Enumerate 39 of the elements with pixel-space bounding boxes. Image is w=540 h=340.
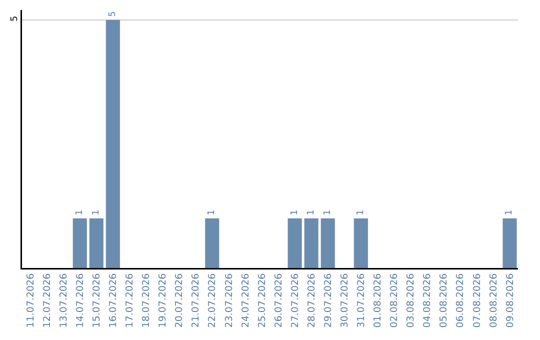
data-label: 1 xyxy=(306,210,316,216)
x-tick-label: 30.07.2026 xyxy=(339,273,350,328)
x-tick-label: 06.08.2026 xyxy=(455,273,466,328)
x-tick-label: 13.07.2026 xyxy=(58,273,70,328)
data-label: 1 xyxy=(322,210,333,216)
x-tick-label: 23.07.2026 xyxy=(224,273,235,328)
x-tick-label: 03.08.2026 xyxy=(406,273,417,328)
x-tick-label: 18.07.2026 xyxy=(141,273,152,328)
x-tick-label: 17.07.2026 xyxy=(124,273,136,328)
x-tick-label: 27.07.2026 xyxy=(290,273,301,328)
x-tick-label: 26.07.2026 xyxy=(273,273,284,328)
x-tick-label: 28.07.2026 xyxy=(306,273,318,328)
x-tick-label: 11.07.2026 xyxy=(25,273,36,328)
x-tick-label: 04.08.2026 xyxy=(422,273,434,328)
data-label: 1 xyxy=(91,210,102,216)
x-tick-label: 09.08.2026 xyxy=(504,273,516,328)
data-label: 5 xyxy=(108,11,118,17)
x-tick-label: 02.08.2026 xyxy=(389,273,400,328)
data-label: 1 xyxy=(290,210,300,216)
x-tick-label: 22.07.2026 xyxy=(207,273,218,328)
x-tick-label: 05.08.2026 xyxy=(438,273,450,328)
x-tick-label: 21.07.2026 xyxy=(190,273,202,328)
x-tick-label: 25.07.2026 xyxy=(256,273,268,328)
x-tick-label: 29.07.2026 xyxy=(322,273,334,328)
x-tick-label: 24.07.2026 xyxy=(240,273,252,328)
x-tick-label: 12.07.2026 xyxy=(42,273,53,328)
x-tick-label: 19.07.2026 xyxy=(158,273,169,328)
x-tick-label: 20.07.2026 xyxy=(174,273,186,328)
x-tick-label: 16.07.2026 xyxy=(108,273,120,328)
x-tick-label: 14.07.2026 xyxy=(74,273,86,328)
x-tick-label: 15.07.2026 xyxy=(91,273,102,328)
data-label: 1 xyxy=(356,210,366,216)
x-tick-label: 01.08.2026 xyxy=(372,273,384,328)
data-label: 1 xyxy=(207,210,218,216)
x-tick-label: 08.08.2026 xyxy=(488,273,500,328)
x-tick-label: 07.08.2026 xyxy=(472,273,483,328)
data-label: 1 xyxy=(74,210,85,216)
x-tick-label: 31.07.2026 xyxy=(356,273,368,328)
data-label: 1 xyxy=(504,210,515,216)
